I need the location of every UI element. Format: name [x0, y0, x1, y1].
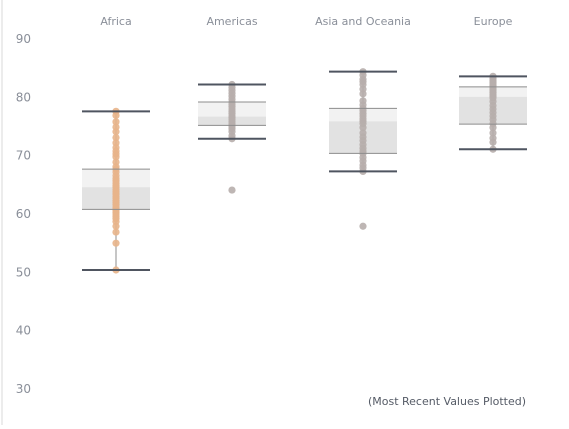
category-header-africa: Africa: [100, 15, 131, 28]
y-tick-label-70: 70: [16, 149, 31, 163]
point-europe-20: [489, 124, 497, 132]
category-header-europe: Europe: [474, 15, 513, 28]
point-africa-10: [112, 153, 120, 161]
point-africa-39: [112, 239, 120, 247]
point-africa-4: [112, 128, 120, 136]
y-tick-label-90: 90: [16, 32, 31, 46]
point-asia-and-oceania-16: [359, 124, 367, 132]
point-africa-1: [112, 111, 120, 120]
y-tick-label-30: 30: [16, 382, 31, 396]
y-tick-label-60: 60: [16, 207, 31, 221]
box-europe: [459, 72, 527, 153]
y-tick-label-40: 40: [16, 324, 31, 338]
point-africa-5: [112, 133, 120, 142]
point-africa-37: [112, 222, 120, 230]
box-africa: [82, 107, 150, 274]
point-asia-and-oceania-6: [359, 90, 367, 98]
point-europe-21: [489, 129, 497, 137]
note-text: (Most Recent Values Plotted): [368, 395, 526, 408]
category-header-americas: Americas: [206, 15, 257, 28]
box-asia-and-oceania: [329, 68, 397, 230]
box-americas: [198, 80, 266, 194]
y-tick-label-50: 50: [16, 265, 31, 279]
point-americas-22: [228, 186, 236, 194]
category-header-asia-and-oceania: Asia and Oceania: [315, 15, 411, 28]
point-africa-2: [112, 118, 120, 126]
y-tick-label-80: 80: [16, 90, 31, 104]
point-africa-38: [112, 228, 120, 236]
point-europe-23: [489, 138, 497, 146]
point-asia-and-oceania-29: [359, 222, 367, 230]
